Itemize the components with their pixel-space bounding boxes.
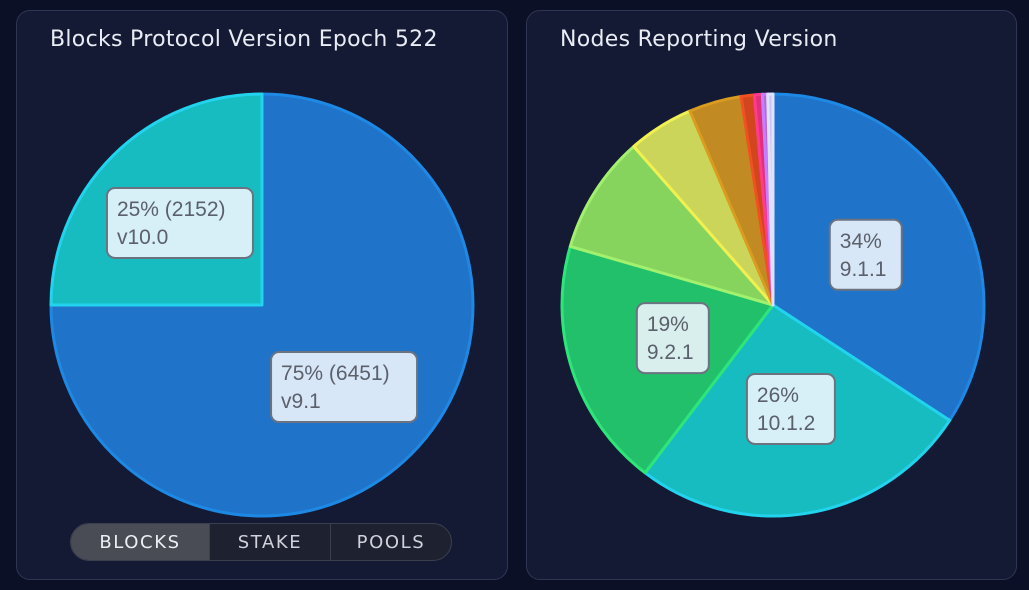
slice-label-box <box>635 302 710 375</box>
slice-label-box <box>105 186 254 259</box>
toggle-blocks-button[interactable]: BLOCKS <box>71 524 210 560</box>
blocks-pie-chart: 75% (6451) v9.1 25% (2152) v10.0 <box>49 92 475 518</box>
slice-label-box <box>828 218 903 291</box>
slice-label-box <box>270 351 419 424</box>
slice-label: 75% (6451) v9.1 <box>270 351 419 424</box>
panel-title: Blocks Protocol Version Epoch 522 <box>50 27 438 52</box>
slice-version-label: v9.1 <box>281 390 321 413</box>
slice-value-label: 75% (6451) <box>281 362 390 385</box>
panel-title: Nodes Reporting Version <box>560 27 838 52</box>
pie-slice-9[interactable] <box>766 92 775 307</box>
metric-toggle: BLOCKS STAKE POOLS <box>70 523 452 561</box>
slice-version-label: 9.2.1 <box>647 341 694 364</box>
pie-slice-3[interactable] <box>568 144 775 307</box>
slice-version-label: 10.1.2 <box>757 412 815 435</box>
slice-value-label: 26% <box>757 384 799 407</box>
slice-label: 25% (2152) v10.0 <box>105 186 254 259</box>
slice-version-label: v10.0 <box>117 226 168 249</box>
slice-value-label: 25% (2152) <box>117 198 226 221</box>
blocks-version-panel: Blocks Protocol Version Epoch 522 75% (6… <box>16 10 508 580</box>
slice-label: 19% 9.2.1 <box>635 302 710 375</box>
nodes-pie-chart: 34% 9.1.1 26% 10.1.2 19% 9.2.1 <box>560 92 986 518</box>
slice-value-label: 34% <box>840 230 882 253</box>
slice-label: 34% 9.1.1 <box>828 218 903 291</box>
nodes-version-panel: Nodes Reporting Version 34% 9.1.1 26% 10.1.… <box>526 10 1017 580</box>
slice-version-label: 9.1.1 <box>840 258 887 281</box>
toggle-pools-button[interactable]: POOLS <box>356 531 426 553</box>
slice-label-box <box>745 372 836 445</box>
slice-label: 26% 10.1.2 <box>745 372 836 445</box>
toggle-stake-button[interactable]: STAKE <box>210 524 331 560</box>
slice-value-label: 19% <box>647 313 689 336</box>
